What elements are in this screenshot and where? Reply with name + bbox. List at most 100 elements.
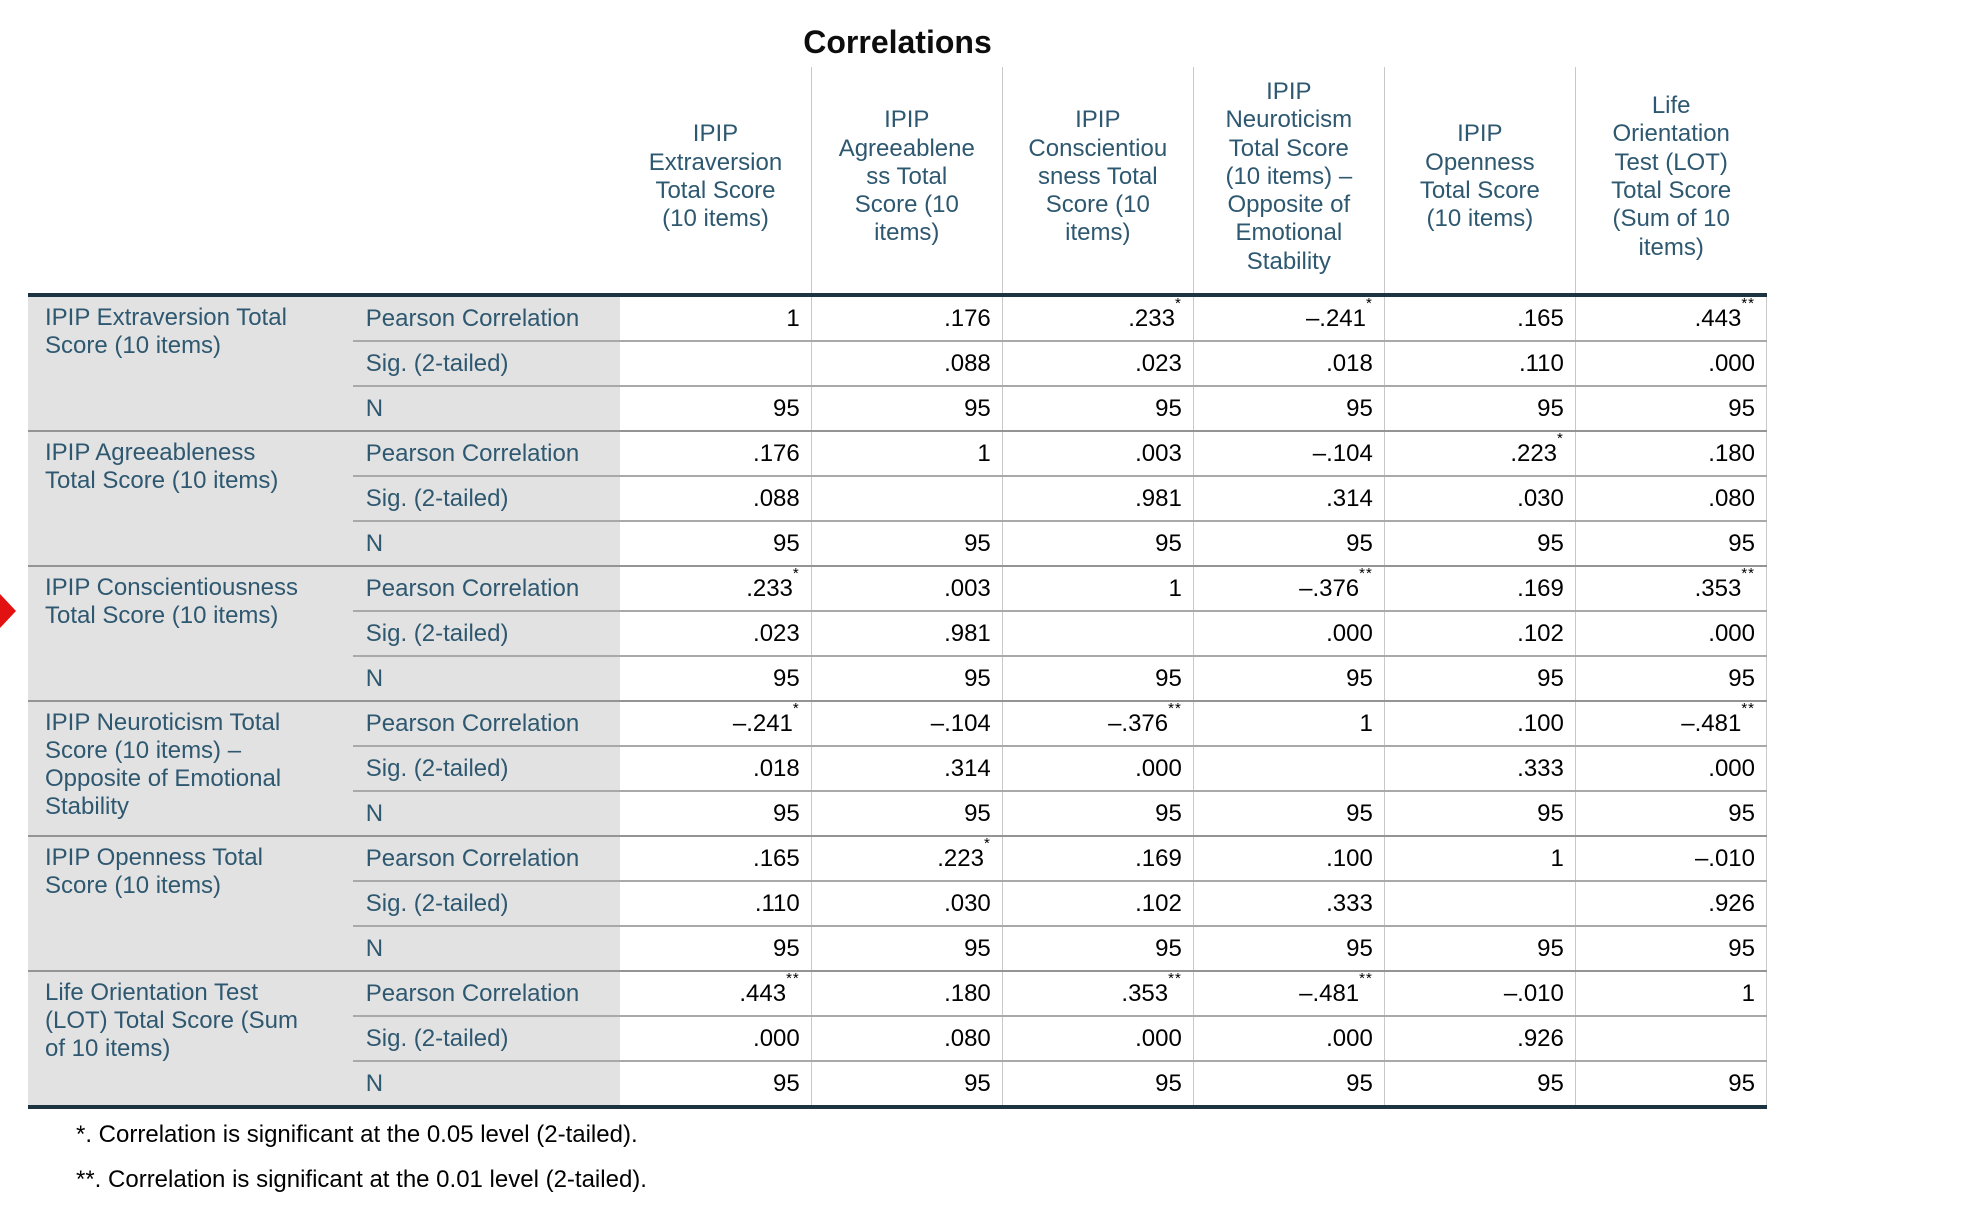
value-cell: 95 (1383, 655, 1576, 701)
table-row: N 95 95 95 95 95 95 (28, 520, 1768, 566)
value-cell: .165 (620, 835, 812, 881)
value-cell: .180 (1574, 430, 1768, 476)
variable-label-cell: IPIP Extraversion Total Score (10 items) (28, 295, 353, 431)
variable-label-cell: Life Orientation Test (LOT) Total Score … (28, 970, 353, 1109)
column-header-0: IPIP Extraversion Total Score (10 items) (620, 67, 812, 297)
table-row: N 95 95 95 95 95 95 (28, 1060, 1768, 1109)
value-cell: .176 (620, 430, 812, 476)
value-cell: .023 (1001, 340, 1194, 386)
value-cell: 95 (620, 790, 812, 836)
correlations-table[interactable]: IPIP Extraversion Total Score (10 items)… (28, 67, 1768, 1109)
variable-label-cell: IPIP Neuroticism Total Score (10 items) … (28, 700, 353, 836)
value-cell: –.010 (1383, 970, 1576, 1016)
value-cell: 95 (1001, 790, 1194, 836)
significance-marker: ** (1359, 969, 1373, 987)
stat-label-cell: N (352, 1060, 621, 1109)
value-cell: .110 (620, 880, 812, 926)
value-cell: 95 (1574, 520, 1768, 566)
value-cell: 95 (1383, 385, 1576, 431)
footnote-0.05: *. Correlation is significant at the 0.0… (76, 1121, 638, 1148)
value-cell (1192, 745, 1385, 791)
value-cell: 95 (620, 925, 812, 971)
significance-marker: * (792, 699, 800, 717)
table-row: IPIP Neuroticism Total Score (10 items) … (28, 699, 1768, 836)
value-cell: 95 (810, 385, 1003, 431)
stat-label-cell: Pearson Correlation (352, 295, 621, 341)
value-cell: 95 (810, 1060, 1003, 1109)
value-cell: .223* (810, 835, 1003, 881)
value-cell: .102 (1383, 610, 1576, 656)
value-cell: 95 (620, 520, 812, 566)
stat-label-cell: N (352, 385, 621, 431)
value-cell: 95 (810, 790, 1003, 836)
significance-marker: * (1557, 429, 1564, 447)
table-row: Sig. (2-tailed) .023.981 .000.102.000 (28, 610, 1768, 656)
value-cell: .080 (810, 1015, 1003, 1061)
value-cell (1574, 1015, 1768, 1061)
table-row: N 95 95 95 95 95 95 (28, 925, 1768, 971)
stat-label-cell: Sig. (2-tailed) (352, 745, 621, 791)
value-cell: .981 (1001, 475, 1194, 521)
value-cell: 95 (1192, 520, 1385, 566)
value-cell: .110 (1383, 340, 1576, 386)
value-cell: 1 (810, 430, 1003, 476)
value-cell: –.104 (810, 700, 1003, 746)
significance-marker: ** (1168, 699, 1182, 717)
value-cell: 95 (1001, 385, 1194, 431)
value-cell: .165 (1383, 295, 1576, 341)
stat-label-cell: Pearson Correlation (352, 700, 621, 746)
value-cell: .030 (810, 880, 1003, 926)
value-cell: 95 (1001, 520, 1194, 566)
value-cell: .223* (1383, 429, 1576, 476)
value-cell: .176 (810, 295, 1003, 341)
value-cell: 95 (1001, 925, 1194, 971)
value-cell: –.481** (1192, 969, 1385, 1016)
value-cell: 1 (620, 295, 812, 341)
column-header-2: IPIP Conscientiou sness Total Score (10 … (1001, 67, 1194, 297)
value-cell: –.104 (1192, 430, 1385, 476)
stat-label-cell: N (352, 790, 621, 836)
table-row: IPIP Agreeableness Total Score (10 items… (28, 429, 1768, 566)
value-cell: 1 (1574, 970, 1768, 1016)
stat-label-cell: N (352, 925, 621, 971)
table-row: IPIP Openness Total Score (10 items) Pear… (28, 835, 1768, 971)
value-cell: .233* (1001, 295, 1194, 341)
value-cell: .233* (620, 565, 812, 611)
value-cell: .314 (810, 745, 1003, 791)
value-cell: 95 (1574, 385, 1768, 431)
value-cell: 95 (810, 925, 1003, 971)
value-cell: 95 (620, 1060, 812, 1109)
value-cell: .088 (810, 340, 1003, 386)
value-cell: .000 (1192, 610, 1385, 656)
value-cell: .003 (810, 565, 1003, 611)
value-cell: .981 (810, 610, 1003, 656)
table-row: N 95 95 95 95 95 95 (28, 655, 1768, 701)
value-cell: .314 (1192, 475, 1385, 521)
significance-marker: ** (1741, 564, 1755, 582)
significance-marker: ** (1168, 969, 1182, 987)
value-cell: .169 (1001, 835, 1194, 881)
variable-label-cell: IPIP Conscientiousness Total Score (10 i… (28, 565, 353, 701)
table-row: IPIP Extraversion Total Score (10 items)… (28, 294, 1768, 431)
value-cell: 95 (1383, 925, 1576, 971)
table-row: Sig. (2-tailed) .088.023.018.110.000 (28, 340, 1768, 386)
value-cell: .333 (1192, 880, 1385, 926)
value-cell: .088 (620, 475, 812, 521)
value-cell: .018 (620, 745, 812, 791)
value-cell: 95 (1001, 1060, 1194, 1109)
value-cell: 95 (1383, 520, 1576, 566)
value-cell: 95 (1383, 1060, 1576, 1109)
value-cell: .443** (620, 970, 812, 1016)
value-cell: .102 (1001, 880, 1194, 926)
value-cell: .333 (1383, 745, 1576, 791)
value-cell: 95 (1383, 790, 1576, 836)
value-cell: 95 (1192, 385, 1385, 431)
column-header-5: Life Orientation Test (LOT) Total Score … (1574, 67, 1767, 297)
value-cell (620, 340, 812, 386)
value-cell: 95 (1192, 790, 1385, 836)
significance-marker: * (1366, 294, 1373, 312)
table-row: Life Orientation Test (LOT) Total Score … (28, 969, 1768, 1109)
significance-marker: ** (1741, 699, 1755, 717)
variable-label-cell: IPIP Openness Total Score (10 items) (28, 835, 353, 971)
footnote-0.01: **. Correlation is significant at the 0.… (76, 1166, 647, 1193)
